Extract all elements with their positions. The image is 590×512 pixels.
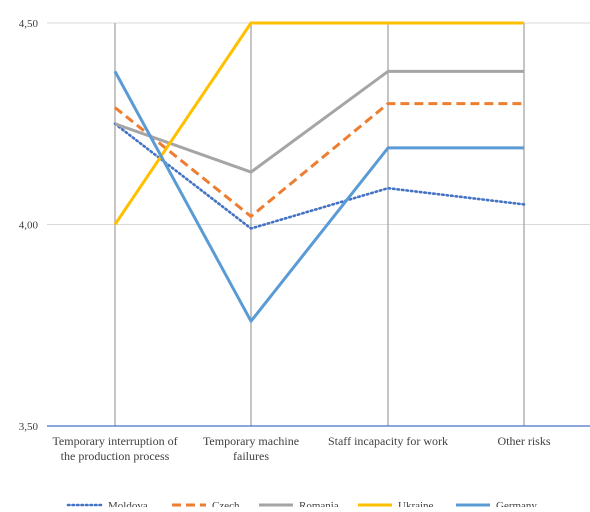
series-layer: [113, 21, 526, 323]
x-category-label: Temporary machine failures: [203, 434, 299, 463]
x-category-label: Staff incapacity for work: [328, 434, 448, 448]
grid-layer: [47, 22, 590, 426]
y-tick-label: 3,50: [19, 421, 39, 433]
label-layer: 3,50 4,00 4,50 Temporary interruption of the…: [19, 18, 551, 463]
x-category-label: Other risks: [498, 434, 551, 448]
legend-label-ukraine: Ukraine: [398, 500, 434, 507]
legend-label-moldova: Moldova: [108, 500, 148, 507]
x-category-label: Temporary interruption of the production …: [52, 434, 177, 463]
y-tick-label: 4,00: [19, 220, 39, 232]
y-tick-label: 4,50: [19, 18, 39, 30]
series-line-ukraine: [113, 21, 524, 226]
legend-label-germany: Germany: [496, 500, 537, 507]
series-line-czech: [114, 102, 524, 218]
legend: Moldova Czech Romania Ukraine Germany: [66, 500, 537, 512]
legend-label-czech: Czech: [212, 500, 240, 507]
series-line-romania: [114, 69, 524, 174]
series-line-germany: [113, 70, 524, 323]
series-line-moldova: [113, 122, 526, 230]
legend-label-romania: Romania: [299, 500, 339, 507]
